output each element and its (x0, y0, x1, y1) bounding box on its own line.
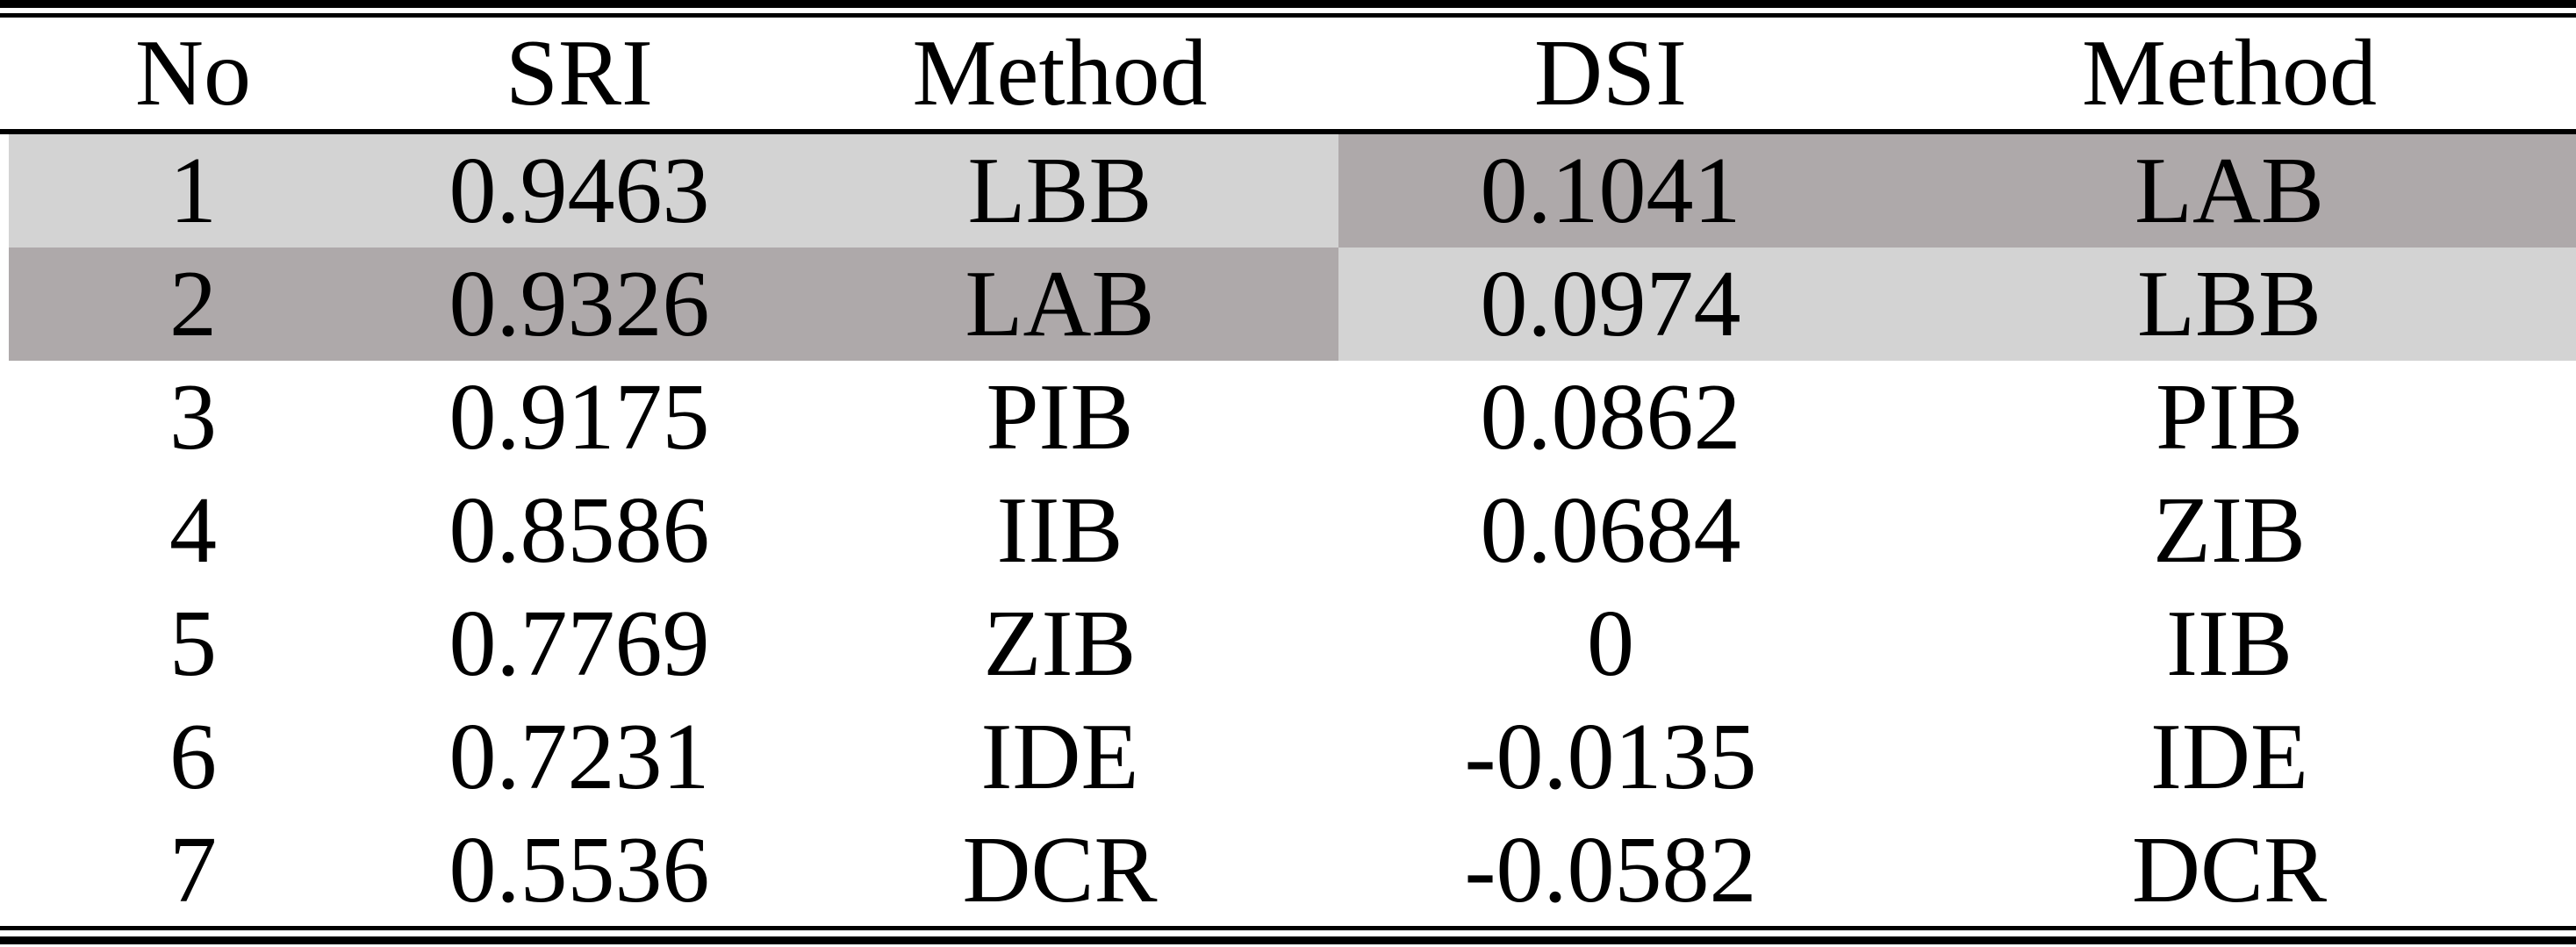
cell-method-sri: PIB (986, 364, 1134, 470)
cell-method-sri: LBB (781, 134, 1338, 248)
cell-method-sri: IIB (996, 477, 1123, 583)
table-header-rule (0, 129, 2576, 134)
cell-method-dsi: PIB (2155, 364, 2304, 470)
table-row: 5 0.7769 ZIB 0 IIB (9, 587, 2576, 700)
cell-dsi: 0 (1587, 591, 1634, 696)
header-dsi: DSI (1533, 20, 1688, 126)
cell-no: 2 (9, 248, 377, 361)
cell-sri: 0.8586 (448, 477, 710, 583)
header-sri: SRI (505, 20, 654, 126)
cell-no: 7 (169, 817, 217, 922)
table-row: 6 0.7231 IDE -0.0135 IDE (9, 700, 2576, 814)
cell-sri: 0.7769 (448, 591, 710, 696)
table-top-rule (0, 0, 2576, 8)
table-row: 2 0.9326 LAB 0.0974 LBB (9, 248, 2576, 361)
cell-method-sri: ZIB (983, 591, 1137, 696)
table-row: 1 0.9463 LBB 0.1041 LAB (9, 134, 2576, 248)
cell-dsi: 0.0974 (1338, 248, 1883, 361)
table-header-row: No SRI Method DSI Method (9, 18, 2576, 129)
table-row: 7 0.5536 DCR -0.0582 DCR (9, 814, 2576, 927)
cell-method-dsi: DCR (2131, 817, 2328, 922)
table-row: 3 0.9175 PIB 0.0862 PIB (9, 361, 2576, 474)
cell-dsi: 0.1041 (1338, 134, 1883, 248)
cell-no: 6 (169, 704, 217, 809)
header-method-dsi: Method (2082, 20, 2377, 126)
table-top-rule-inner (0, 13, 2576, 18)
cell-dsi: -0.0582 (1464, 817, 1757, 922)
cell-method-dsi: ZIB (2153, 477, 2306, 583)
cell-no: 4 (169, 477, 217, 583)
cell-no: 3 (169, 364, 217, 470)
cell-method-dsi: LAB (1883, 134, 2576, 248)
cell-sri: 0.9175 (448, 364, 710, 470)
cell-dsi: 0.0862 (1480, 364, 1741, 470)
cell-method-sri: DCR (962, 817, 1158, 922)
cell-sri: 0.9463 (377, 134, 781, 248)
cell-sri: 0.9326 (377, 248, 781, 361)
header-no: No (135, 20, 251, 126)
table-bottom-rule (0, 936, 2576, 944)
cell-method-sri: IDE (980, 704, 1139, 809)
cell-dsi: -0.0135 (1464, 704, 1757, 809)
cell-sri: 0.7231 (448, 704, 710, 809)
cell-method-dsi: IIB (2166, 591, 2293, 696)
table-row: 4 0.8586 IIB 0.0684 ZIB (9, 474, 2576, 587)
header-method-sri: Method (912, 20, 1208, 126)
cell-method-dsi: IDE (2150, 704, 2308, 809)
cell-method-sri: LAB (781, 248, 1338, 361)
table-bottom-rule-inner (0, 926, 2576, 930)
cell-no: 5 (169, 591, 217, 696)
cell-no: 1 (9, 134, 377, 248)
cell-dsi: 0.0684 (1480, 477, 1741, 583)
cell-sri: 0.5536 (448, 817, 710, 922)
cell-method-dsi: LBB (1883, 248, 2576, 361)
